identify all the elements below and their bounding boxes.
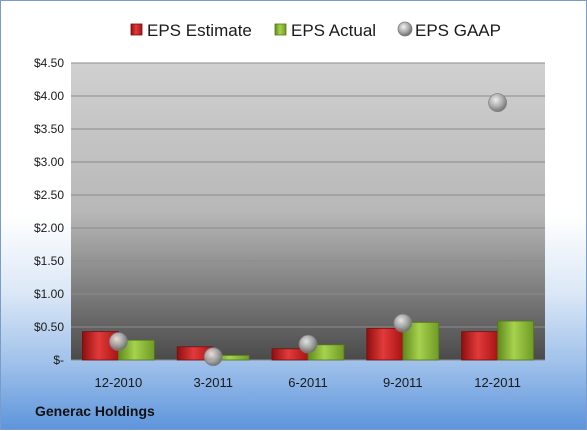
y-tick-label: $4.50	[34, 56, 64, 70]
legend-swatch	[274, 23, 287, 36]
x-tick-label: 12-2011	[474, 375, 521, 390]
bar-eps-estimate	[461, 331, 499, 361]
gridlines	[71, 62, 545, 361]
y-tick-label: $1.00	[34, 287, 64, 301]
x-tick-label: 6-2011	[288, 375, 328, 390]
bar-eps-estimate	[366, 327, 404, 361]
y-tick-label: $3.50	[34, 122, 64, 136]
marker-eps-gaap	[488, 93, 508, 112]
y-tick-label: $-	[53, 353, 64, 367]
y-tick-label: $2.50	[34, 188, 64, 202]
legend: EPS Estimate EPS Actual EPS GAAP	[130, 21, 501, 40]
legend-label: EPS Actual	[291, 21, 376, 40]
marker-eps-gaap	[109, 332, 128, 351]
x-tick-label: 12-2010	[95, 375, 143, 390]
bar-eps-actual	[497, 320, 535, 361]
y-tick-label: $2.00	[34, 221, 64, 235]
legend-label: EPS Estimate	[147, 21, 252, 40]
axis-labels: $- $0.50 $1.00 $1.50 $2.00 $2.50 $3.00 $3.50 $4.…	[34, 56, 521, 390]
marker-eps-gaap	[203, 347, 223, 367]
x-tick-label: 3-2011	[193, 375, 233, 390]
x-tick-label: 9-2011	[383, 375, 423, 390]
legend-label: EPS GAAP	[415, 21, 501, 40]
plot-area	[71, 63, 545, 360]
chart-marks	[82, 93, 535, 367]
legend-swatch	[130, 23, 143, 36]
company-name: Generac Holdings	[35, 403, 155, 419]
marker-eps-gaap	[298, 334, 318, 354]
y-tick-label: $4.00	[34, 89, 64, 103]
y-tick-label: $0.50	[34, 320, 64, 334]
marker-eps-gaap	[393, 313, 413, 333]
legend-swatch	[397, 21, 413, 37]
y-tick-label: $3.00	[34, 155, 64, 169]
y-tick-label: $1.50	[34, 254, 64, 268]
